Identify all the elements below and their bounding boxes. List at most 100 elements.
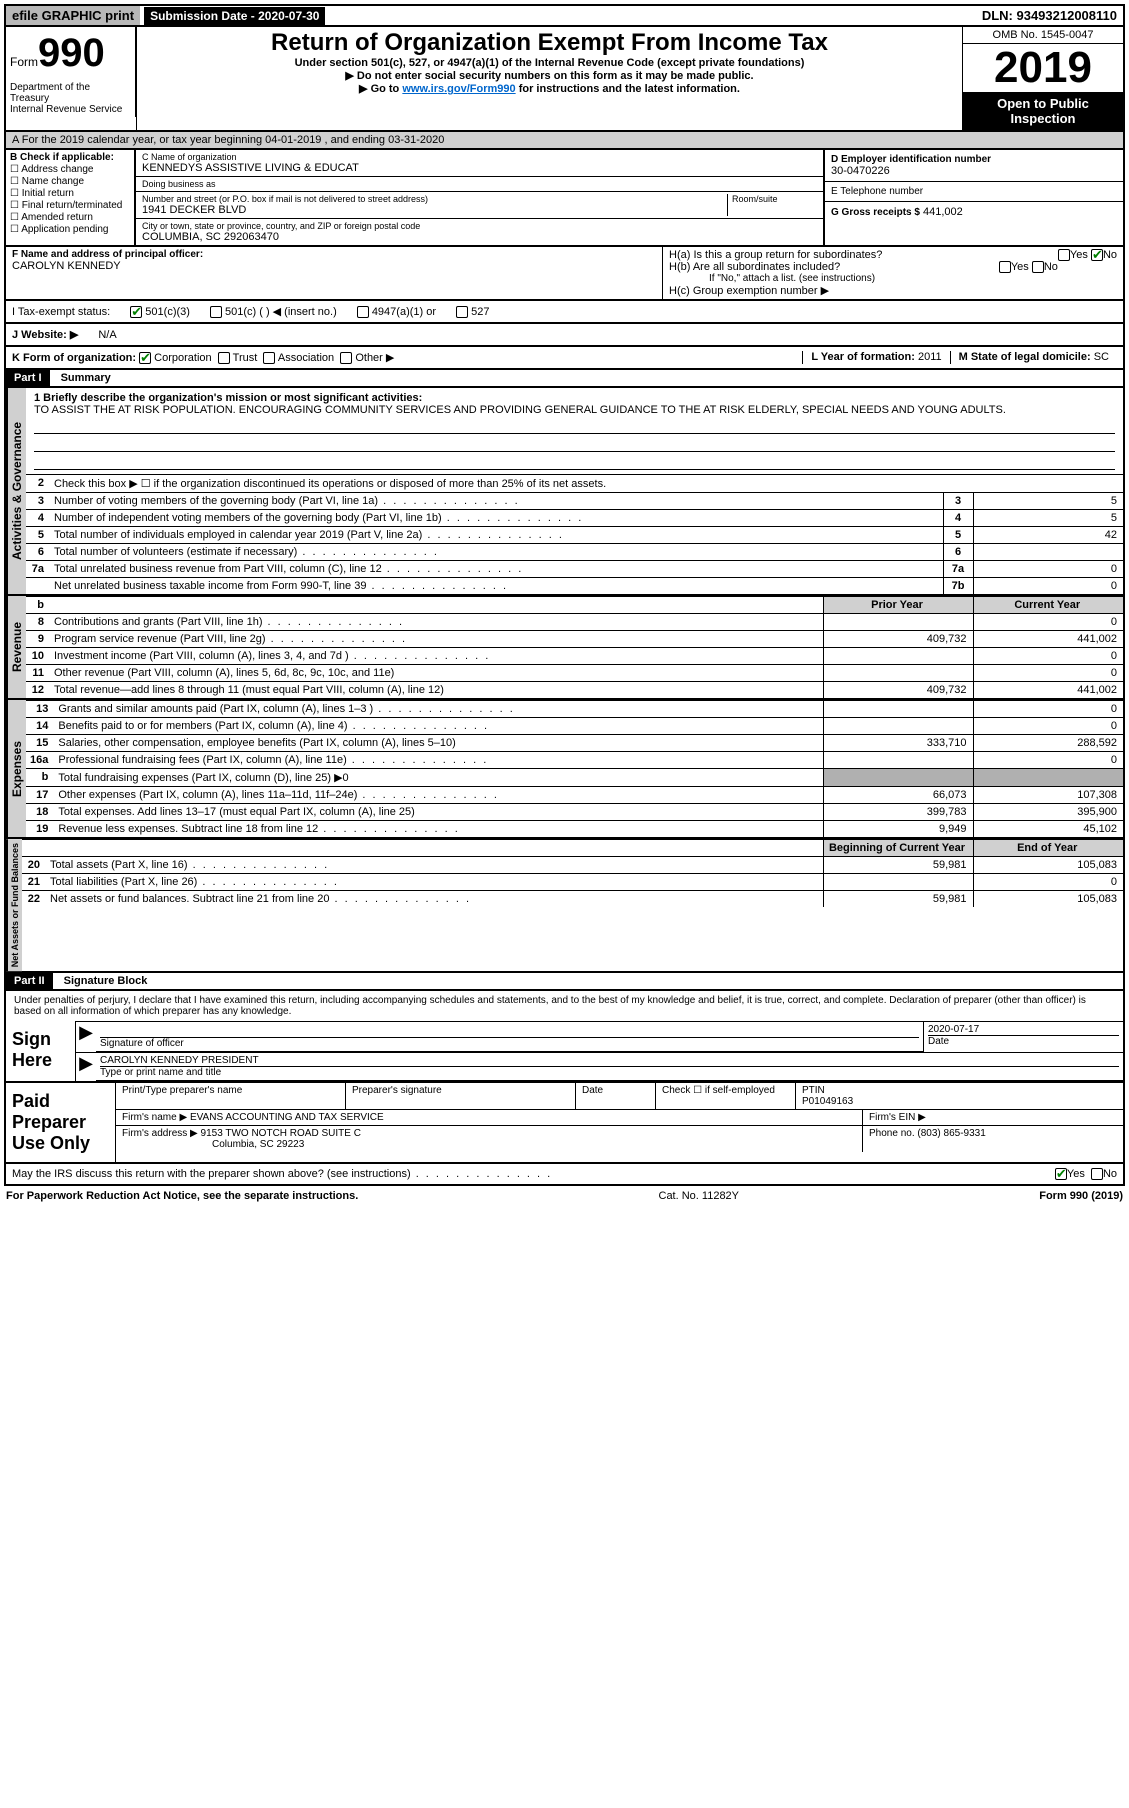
table-row: 22Net assets or fund balances. Subtract … bbox=[22, 891, 1123, 908]
omb-cell: OMB No. 1545-0047 2019 Open to Public In… bbox=[963, 27, 1123, 130]
table-row: 3Number of voting members of the governi… bbox=[26, 493, 1123, 510]
part2-header: Part II Signature Block bbox=[4, 973, 1125, 991]
section-revenue: Revenue bPrior YearCurrent Year 8Contrib… bbox=[4, 596, 1125, 700]
mission-box: 1 Briefly describe the organization's mi… bbox=[26, 388, 1123, 474]
vlabel-net: Net Assets or Fund Balances bbox=[6, 839, 22, 971]
city: COLUMBIA, SC 292063470 bbox=[142, 231, 817, 243]
chk-initial[interactable]: ☐ Initial return bbox=[10, 188, 130, 199]
line-ssn: ▶ Do not enter social security numbers o… bbox=[141, 69, 958, 82]
blank-line bbox=[34, 456, 1115, 470]
table-row: bTotal fundraising expenses (Part IX, co… bbox=[26, 769, 1123, 787]
table-row: Beginning of Current YearEnd of Year bbox=[22, 840, 1123, 857]
table-row: 17Other expenses (Part IX, column (A), l… bbox=[26, 787, 1123, 804]
rev-table: bPrior YearCurrent Year 8Contributions a… bbox=[26, 596, 1123, 698]
table-row: 14Benefits paid to or for members (Part … bbox=[26, 718, 1123, 735]
ptin: PTINP01049163 bbox=[796, 1083, 1123, 1109]
firm-phone: Phone no. (803) 865-9331 bbox=[863, 1126, 1123, 1152]
addr-label: Number and street (or P.O. box if mail i… bbox=[142, 194, 727, 204]
table-row: 5Total number of individuals employed in… bbox=[26, 527, 1123, 544]
chk-501c3[interactable] bbox=[130, 306, 142, 318]
gross-label: G Gross receipts $ bbox=[831, 207, 920, 218]
prep-name-label: Print/Type preparer's name bbox=[116, 1083, 346, 1109]
col-f: F Name and address of principal officer:… bbox=[6, 247, 663, 299]
chk-address[interactable]: ☐ Address change bbox=[10, 164, 130, 175]
vlabel-exp: Expenses bbox=[6, 700, 26, 837]
col-b: B Check if applicable: ☐ Address change … bbox=[6, 150, 136, 245]
chk-assoc[interactable] bbox=[263, 352, 275, 364]
title-cell: Return of Organization Exempt From Incom… bbox=[137, 27, 963, 130]
part1-title: Summary bbox=[53, 370, 119, 386]
col-l: L Year of formation: 2011 bbox=[802, 351, 949, 364]
discuss-row: May the IRS discuss this return with the… bbox=[4, 1164, 1125, 1186]
chk-corp[interactable] bbox=[139, 352, 151, 364]
gross-receipts: 441,002 bbox=[923, 206, 963, 218]
table-row: 21Total liabilities (Part X, line 26)0 bbox=[22, 874, 1123, 891]
hb: H(b) Are all subordinates included? Yes … bbox=[669, 261, 1117, 273]
address: 1941 DECKER BLVD bbox=[142, 204, 727, 216]
section-governance: Activities & Governance 1 Briefly descri… bbox=[4, 388, 1125, 596]
signature-block: Under penalties of perjury, I declare th… bbox=[4, 991, 1125, 1083]
row-klm: K Form of organization: Corporation Trus… bbox=[4, 347, 1125, 370]
sig-officer[interactable]: Signature of officer bbox=[96, 1022, 923, 1052]
hb-yes[interactable] bbox=[999, 261, 1011, 273]
firm-name: Firm's name ▶ EVANS ACCOUNTING AND TAX S… bbox=[116, 1110, 863, 1125]
open-public: Open to Public Inspection bbox=[963, 92, 1123, 130]
prep-sig-label: Preparer's signature bbox=[346, 1083, 576, 1109]
prep-selfemp[interactable]: Check ☐ if self-employed bbox=[656, 1083, 796, 1109]
line1-label: 1 Briefly describe the organization's mi… bbox=[34, 392, 1115, 404]
hc: H(c) Group exemption number ▶ bbox=[669, 284, 1117, 297]
ha: H(a) Is this a group return for subordin… bbox=[669, 249, 1117, 261]
table-row: 10Investment income (Part VIII, column (… bbox=[26, 648, 1123, 665]
chk-name[interactable]: ☐ Name change bbox=[10, 176, 130, 187]
form-header: Form990 Department of the Treasury Inter… bbox=[4, 27, 1125, 132]
mission: TO ASSIST THE AT RISK POPULATION. ENCOUR… bbox=[34, 404, 1115, 416]
ha-yes[interactable] bbox=[1058, 249, 1070, 261]
part2-title: Signature Block bbox=[56, 973, 156, 989]
footer-right: Form 990 (2019) bbox=[1039, 1190, 1123, 1202]
irs-link[interactable]: www.irs.gov/Form990 bbox=[402, 83, 515, 95]
k-label: K Form of organization: bbox=[12, 352, 136, 364]
arrow-icon: ▶ bbox=[76, 1022, 96, 1052]
row-i: I Tax-exempt status: 501(c)(3) 501(c) ( … bbox=[4, 301, 1125, 324]
subtitle: Under section 501(c), 527, or 4947(a)(1)… bbox=[141, 57, 958, 69]
row-j: J Website: ▶ N/A bbox=[4, 324, 1125, 347]
department: Department of the Treasury Internal Reve… bbox=[6, 80, 136, 117]
chk-pending[interactable]: ☐ Application pending bbox=[10, 224, 130, 235]
dba-label: Doing business as bbox=[142, 179, 817, 189]
discuss-yes[interactable] bbox=[1055, 1168, 1067, 1180]
col-m: M State of legal domicile: SC bbox=[950, 351, 1117, 364]
discuss-no[interactable] bbox=[1091, 1168, 1103, 1180]
blank-line bbox=[34, 420, 1115, 434]
efile-label[interactable]: efile GRAPHIC print bbox=[6, 6, 140, 25]
main-title: Return of Organization Exempt From Incom… bbox=[141, 29, 958, 57]
city-label: City or town, state or province, country… bbox=[142, 221, 817, 231]
chk-527[interactable] bbox=[456, 306, 468, 318]
chk-501c[interactable] bbox=[210, 306, 222, 318]
info-grid: B Check if applicable: ☐ Address change … bbox=[4, 150, 1125, 247]
sig-date: 2020-07-17 Date bbox=[923, 1022, 1123, 1052]
chk-other[interactable] bbox=[340, 352, 352, 364]
table-row: 13Grants and similar amounts paid (Part … bbox=[26, 701, 1123, 718]
table-row: 7aTotal unrelated business revenue from … bbox=[26, 561, 1123, 578]
table-row: 15Salaries, other compensation, employee… bbox=[26, 735, 1123, 752]
chk-trust[interactable] bbox=[218, 352, 230, 364]
ha-no[interactable] bbox=[1091, 249, 1103, 261]
chk-4947[interactable] bbox=[357, 306, 369, 318]
row-a-period: A For the 2019 calendar year, or tax yea… bbox=[4, 132, 1125, 150]
col-c: C Name of organization KENNEDYS ASSISTIV… bbox=[136, 150, 823, 245]
paid-preparer-label: Paid Preparer Use Only bbox=[6, 1083, 116, 1162]
f-label: F Name and address of principal officer: bbox=[12, 249, 656, 260]
table-row: 2Check this box ▶ ☐ if the organization … bbox=[26, 475, 1123, 493]
firm-ein: Firm's EIN ▶ bbox=[863, 1110, 1123, 1125]
name-title: CAROLYN KENNEDY PRESIDENT Type or print … bbox=[96, 1053, 1123, 1081]
website: N/A bbox=[98, 329, 116, 341]
hb-no[interactable] bbox=[1032, 261, 1044, 273]
footer: For Paperwork Reduction Act Notice, see … bbox=[4, 1186, 1125, 1206]
arrow-icon: ▶ bbox=[76, 1053, 96, 1081]
chk-amended[interactable]: ☐ Amended return bbox=[10, 212, 130, 223]
part2-badge: Part II bbox=[6, 973, 53, 989]
tax-year: 2019 bbox=[963, 44, 1123, 92]
footer-mid: Cat. No. 11282Y bbox=[358, 1190, 1039, 1202]
exp-table: 13Grants and similar amounts paid (Part … bbox=[26, 700, 1123, 837]
chk-final[interactable]: ☐ Final return/terminated bbox=[10, 200, 130, 211]
